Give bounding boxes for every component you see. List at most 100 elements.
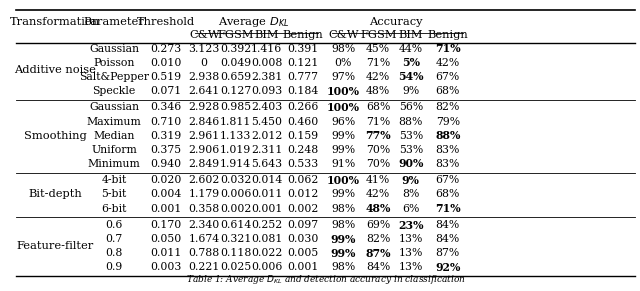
Text: 0.321: 0.321 bbox=[220, 234, 252, 244]
Text: 71%: 71% bbox=[435, 203, 461, 214]
Text: 0.002: 0.002 bbox=[287, 204, 318, 214]
Text: 90%: 90% bbox=[398, 158, 424, 169]
Text: 0.8: 0.8 bbox=[106, 248, 123, 258]
Text: 0.252: 0.252 bbox=[252, 220, 282, 230]
Text: 0.319: 0.319 bbox=[150, 131, 182, 141]
Text: Parameter: Parameter bbox=[84, 17, 145, 26]
Text: 0.001: 0.001 bbox=[251, 204, 282, 214]
Text: 100%: 100% bbox=[326, 86, 360, 97]
Text: 42%: 42% bbox=[436, 58, 460, 68]
Text: 98%: 98% bbox=[331, 262, 355, 272]
Text: BIM: BIM bbox=[399, 29, 423, 40]
Text: 0.392: 0.392 bbox=[220, 44, 251, 54]
Text: 4-bit: 4-bit bbox=[102, 175, 127, 185]
Text: 13%: 13% bbox=[399, 262, 423, 272]
Text: Benign: Benign bbox=[428, 29, 468, 40]
Text: FGSM: FGSM bbox=[218, 29, 254, 40]
Text: 2.602: 2.602 bbox=[189, 175, 220, 185]
Text: 2.381: 2.381 bbox=[251, 72, 282, 82]
Text: 2.340: 2.340 bbox=[189, 220, 220, 230]
Text: 2.012: 2.012 bbox=[251, 131, 282, 141]
Text: 0.710: 0.710 bbox=[150, 117, 182, 127]
Text: 0: 0 bbox=[201, 58, 208, 68]
Text: 71%: 71% bbox=[435, 43, 461, 54]
Text: 0.020: 0.020 bbox=[150, 175, 182, 185]
Text: 8%: 8% bbox=[402, 189, 419, 200]
Text: 99%: 99% bbox=[331, 145, 355, 155]
Text: 98%: 98% bbox=[331, 44, 355, 54]
Text: 13%: 13% bbox=[399, 248, 423, 258]
Text: 0.266: 0.266 bbox=[287, 102, 318, 112]
Text: Median: Median bbox=[93, 131, 135, 141]
Text: 71%: 71% bbox=[366, 58, 390, 68]
Text: 0.008: 0.008 bbox=[251, 58, 282, 68]
Text: 68%: 68% bbox=[436, 189, 460, 200]
Text: Minimum: Minimum bbox=[88, 159, 141, 169]
Text: 77%: 77% bbox=[365, 130, 391, 141]
Text: 100%: 100% bbox=[326, 175, 360, 186]
Text: 0.004: 0.004 bbox=[150, 189, 182, 200]
Text: Maximum: Maximum bbox=[87, 117, 141, 127]
Text: 68%: 68% bbox=[366, 102, 390, 112]
Text: 0.118: 0.118 bbox=[220, 248, 252, 258]
Text: 1.133: 1.133 bbox=[220, 131, 252, 141]
Text: 0.221: 0.221 bbox=[189, 262, 220, 272]
Text: 88%: 88% bbox=[399, 117, 423, 127]
Text: 84%: 84% bbox=[436, 234, 460, 244]
Text: 97%: 97% bbox=[331, 72, 355, 82]
Text: 53%: 53% bbox=[399, 131, 423, 141]
Text: 0.788: 0.788 bbox=[189, 248, 220, 258]
Text: 0.005: 0.005 bbox=[287, 248, 318, 258]
Text: 0.006: 0.006 bbox=[220, 189, 252, 200]
Text: FGSM: FGSM bbox=[360, 29, 397, 40]
Text: 42%: 42% bbox=[366, 72, 390, 82]
Text: 83%: 83% bbox=[436, 159, 460, 169]
Text: 69%: 69% bbox=[366, 220, 390, 230]
Text: 0.010: 0.010 bbox=[150, 58, 182, 68]
Text: Gaussian: Gaussian bbox=[89, 44, 139, 54]
Text: 0.170: 0.170 bbox=[150, 220, 182, 230]
Text: 0.093: 0.093 bbox=[252, 86, 282, 96]
Text: Threshold: Threshold bbox=[137, 17, 195, 26]
Text: Speckle: Speckle bbox=[93, 86, 136, 96]
Text: 0.375: 0.375 bbox=[150, 145, 182, 155]
Text: 2.961: 2.961 bbox=[189, 131, 220, 141]
Text: 0.030: 0.030 bbox=[287, 234, 318, 244]
Text: 13%: 13% bbox=[399, 234, 423, 244]
Text: 0.614: 0.614 bbox=[220, 220, 251, 230]
Text: 0.003: 0.003 bbox=[150, 262, 182, 272]
Text: Salt&Pepper: Salt&Pepper bbox=[79, 72, 149, 82]
Text: 0.9: 0.9 bbox=[106, 262, 123, 272]
Text: 0.184: 0.184 bbox=[287, 86, 318, 96]
Text: 0.011: 0.011 bbox=[150, 248, 182, 258]
Text: Poisson: Poisson bbox=[93, 58, 135, 68]
Text: Gaussian: Gaussian bbox=[89, 102, 139, 112]
Text: Bit-depth: Bit-depth bbox=[28, 189, 82, 200]
Text: 0.032: 0.032 bbox=[220, 175, 252, 185]
Text: 0.012: 0.012 bbox=[287, 189, 318, 200]
Text: 0.659: 0.659 bbox=[220, 72, 251, 82]
Text: 0%: 0% bbox=[335, 58, 352, 68]
Text: 0.248: 0.248 bbox=[287, 145, 318, 155]
Text: 0.022: 0.022 bbox=[251, 248, 282, 258]
Text: Transformation: Transformation bbox=[10, 17, 100, 26]
Text: 84%: 84% bbox=[436, 220, 460, 230]
Text: Average $D_{KL}$: Average $D_{KL}$ bbox=[218, 15, 289, 29]
Text: 92%: 92% bbox=[435, 262, 460, 273]
Text: Smoothing: Smoothing bbox=[24, 131, 86, 141]
Text: 0.050: 0.050 bbox=[150, 234, 182, 244]
Text: 0.049: 0.049 bbox=[220, 58, 251, 68]
Text: 1.674: 1.674 bbox=[189, 234, 220, 244]
Text: 0.121: 0.121 bbox=[287, 58, 318, 68]
Text: 98%: 98% bbox=[331, 220, 355, 230]
Text: 53%: 53% bbox=[399, 145, 423, 155]
Text: 67%: 67% bbox=[436, 72, 460, 82]
Text: 5%: 5% bbox=[402, 57, 420, 68]
Text: 68%: 68% bbox=[436, 86, 460, 96]
Text: 54%: 54% bbox=[398, 71, 424, 82]
Text: 87%: 87% bbox=[365, 248, 391, 259]
Text: 0.460: 0.460 bbox=[287, 117, 318, 127]
Text: 2.938: 2.938 bbox=[189, 72, 220, 82]
Text: 98%: 98% bbox=[331, 204, 355, 214]
Text: 0.001: 0.001 bbox=[150, 204, 182, 214]
